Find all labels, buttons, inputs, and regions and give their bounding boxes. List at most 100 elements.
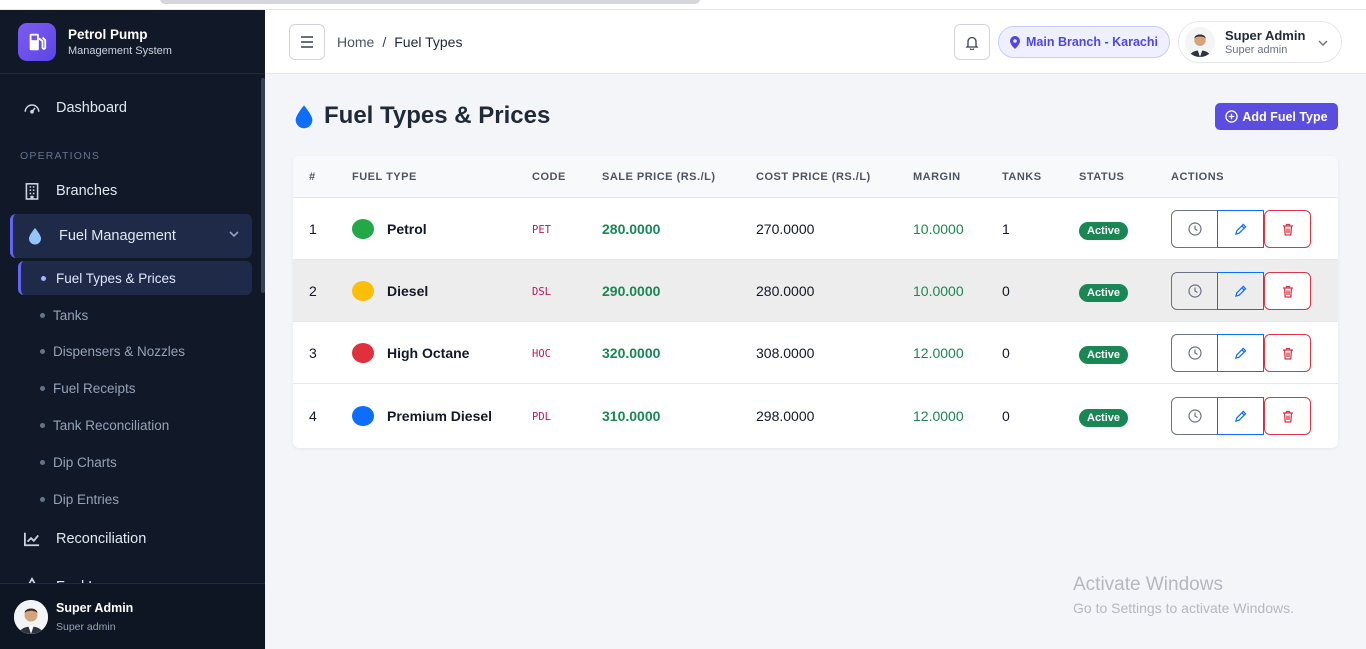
page-title-text: Fuel Types & Prices (324, 102, 551, 129)
delete-button[interactable] (1264, 397, 1311, 435)
sidebar-scrollbar[interactable] (261, 78, 265, 293)
price-history-button[interactable] (1171, 397, 1218, 435)
status-badge: Active (1079, 222, 1129, 240)
sidebar-subitem-fuel-receipts[interactable]: Fuel Receipts (18, 371, 252, 405)
clock-icon (1187, 409, 1202, 423)
sidebar-item-label: Dashboard (56, 100, 127, 116)
trash-icon (1282, 285, 1293, 298)
delete-button[interactable] (1264, 334, 1311, 372)
edit-button[interactable] (1217, 272, 1264, 310)
breadcrumb-home[interactable]: Home (337, 34, 375, 50)
status-badge: Active (1079, 409, 1129, 427)
column-header-number: # (309, 171, 316, 183)
edit-button[interactable] (1217, 210, 1264, 248)
table-row: 4 Premium Diesel PDL 310.0000 298.0000 1… (293, 385, 1338, 447)
sidebar-item-reconciliation[interactable]: Reconciliation (10, 523, 252, 555)
bullet-dot (40, 423, 45, 428)
sidebar-subitem-label: Fuel Receipts (53, 380, 136, 396)
avatar (1185, 27, 1215, 57)
clock-icon (1187, 284, 1202, 298)
add-fuel-type-button[interactable]: Add Fuel Type (1215, 103, 1338, 130)
plus-circle-icon (1225, 110, 1239, 123)
watermark-line-2: Go to Settings to activate Windows. (1073, 600, 1294, 616)
fuel-color-swatch (352, 281, 374, 301)
clock-icon (1187, 346, 1202, 360)
trash-icon (1282, 223, 1293, 236)
menu-toggle-button[interactable] (289, 24, 325, 60)
tank-count: 0 (1002, 283, 1010, 299)
brand[interactable]: Petrol Pump Management System (0, 10, 265, 74)
gauge-icon (22, 98, 42, 118)
breadcrumb: Home / Fuel Types (337, 34, 462, 50)
sidebar-subitem-dip-charts[interactable]: Dip Charts (18, 445, 252, 479)
row-number: 1 (309, 221, 317, 237)
sidebar-item-branches[interactable]: Branches (10, 175, 252, 207)
pencil-icon (1234, 347, 1247, 359)
top-header: Home / Fuel Types Main Branch - Karachi Su… (265, 10, 1366, 74)
building-icon (22, 181, 42, 201)
sidebar: Petrol Pump Management System Dashboard … (0, 10, 265, 649)
row-number: 3 (309, 345, 317, 361)
column-header-tanks: TANKS (1002, 171, 1042, 183)
table-header: # FUEL TYPE CODE SALE PRICE (RS./L) COST… (293, 156, 1338, 198)
droplet-icon (295, 104, 313, 128)
sidebar-subitem-label: Dispensers & Nozzles (53, 343, 186, 359)
watermark-line-1: Activate Windows (1073, 574, 1223, 595)
price-history-button[interactable] (1171, 272, 1218, 310)
sidebar-subitem-fuel-types[interactable]: Fuel Types & Prices (18, 261, 252, 295)
sidebar-item-label: Fuel Management (59, 228, 176, 244)
column-header-code: CODE (532, 171, 566, 183)
brand-title: Petrol Pump (68, 26, 148, 42)
sidebar-item-fuel-management[interactable]: Fuel Management (10, 214, 252, 258)
sidebar-subitem-dip-entries[interactable]: Dip Entries (18, 482, 252, 516)
hamburger-icon (301, 36, 313, 48)
price-history-button[interactable] (1171, 210, 1218, 248)
browser-scroll-pill (160, 0, 700, 4)
bullet-dot (41, 276, 46, 281)
edit-button[interactable] (1217, 397, 1264, 435)
page-title: Fuel Types & Prices (294, 102, 550, 130)
sale-price: 280.0000 (602, 221, 661, 237)
cost-price: 298.0000 (756, 408, 815, 424)
bullet-dot (40, 386, 45, 391)
sidebar-item-label: Reconciliation (56, 531, 147, 547)
fuel-name: Diesel (387, 283, 429, 299)
row-number: 2 (309, 283, 317, 299)
chart-line-icon (22, 529, 42, 549)
sidebar-user-role: Super admin (56, 620, 116, 633)
edit-button[interactable] (1217, 334, 1264, 372)
section-label-operations: OPERATIONS (20, 150, 101, 162)
delete-button[interactable] (1264, 272, 1311, 310)
sidebar-subitem-label: Tanks (53, 307, 89, 323)
delete-button[interactable] (1264, 210, 1311, 248)
sidebar-subitem-label: Dip Entries (53, 491, 120, 507)
column-header-status: STATUS (1079, 171, 1125, 183)
sidebar-item-label: Branches (56, 183, 118, 199)
bullet-dot (40, 460, 45, 465)
user-menu[interactable]: Super Admin Super admin (1178, 21, 1342, 63)
column-header-cost-price: COST PRICE (RS./L) (756, 171, 871, 183)
sidebar-subitem-tank-reconciliation[interactable]: Tank Reconciliation (18, 408, 252, 442)
sidebar-user[interactable]: Super Admin Super admin (0, 583, 265, 649)
avatar (14, 599, 48, 634)
brand-subtitle: Management System (68, 44, 172, 57)
sidebar-subitem-dispensers[interactable]: Dispensers & Nozzles (18, 334, 252, 368)
bell-icon (965, 36, 979, 50)
add-fuel-type-label: Add Fuel Type (1242, 109, 1328, 124)
sidebar-item-dashboard[interactable]: Dashboard (10, 92, 252, 124)
notifications-button[interactable] (954, 24, 990, 60)
fuel-name: Petrol (387, 221, 427, 237)
tank-count: 1 (1002, 221, 1010, 237)
sale-price: 320.0000 (602, 345, 661, 361)
margin: 10.0000 (913, 221, 964, 237)
cost-price: 308.0000 (756, 345, 815, 361)
fuel-name: Premium Diesel (387, 408, 493, 424)
price-history-button[interactable] (1171, 334, 1218, 372)
margin: 12.0000 (913, 408, 964, 424)
pencil-icon (1234, 285, 1247, 297)
sidebar-subitem-tanks[interactable]: Tanks (18, 298, 252, 332)
fuel-pump-icon (18, 22, 56, 61)
activate-windows-watermark: Activate Windows Go to Settings to activ… (1073, 574, 1294, 616)
fuel-color-swatch (352, 406, 374, 426)
branch-selector[interactable]: Main Branch - Karachi (998, 26, 1170, 58)
